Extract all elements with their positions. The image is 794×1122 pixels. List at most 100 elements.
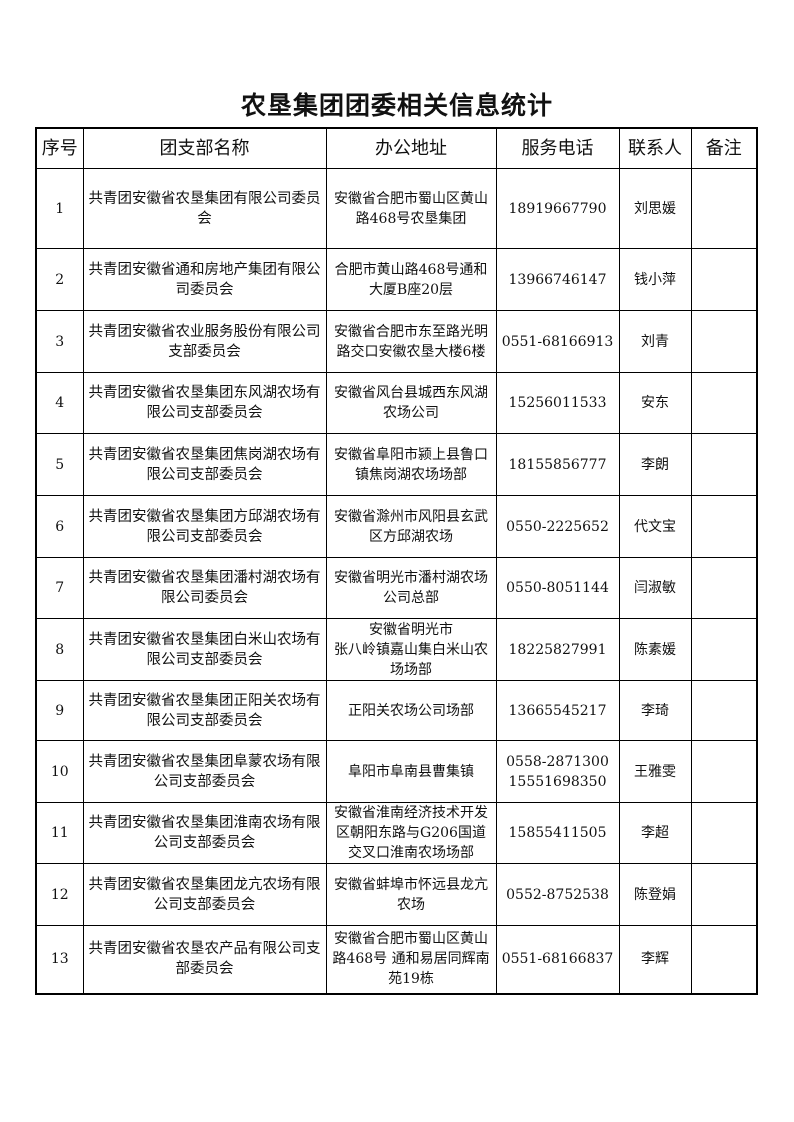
cell-address: 安徽省淮南经济技术开发区朝阳东路与G206国道交叉口淮南农场场部 — [325, 802, 497, 864]
header-contact: 联系人 — [618, 127, 692, 169]
cell-no: 2 — [35, 248, 84, 311]
cell-contact: 刘青 — [618, 310, 692, 373]
cell-contact: 陈登娟 — [618, 863, 692, 926]
header-no: 序号 — [35, 127, 84, 169]
table-row: 13 共青团安徽省农垦农产品有限公司支部委员会 安徽省合肥市蜀山区黄山路468号 通… — [35, 925, 758, 994]
cell-phone: 13665545217 — [495, 680, 620, 741]
cell-note — [690, 248, 758, 311]
cell-contact: 刘思媛 — [618, 168, 692, 249]
cell-no: 11 — [35, 802, 84, 864]
cell-no: 13 — [35, 925, 84, 994]
table-row: 7 共青团安徽省农垦集团潘村湖农场有限公司委员会 安徽省明光市潘村湖农场公司总部 05… — [35, 557, 758, 619]
table-row: 1 共青团安徽省农垦集团有限公司委员会 安徽省合肥市蜀山区黄山路468号农垦集团 18… — [35, 168, 758, 249]
cell-address: 安徽省滁州市风阳县玄武区方邱湖农场 — [325, 495, 497, 558]
table-row: 11 共青团安徽省农垦集团淮南农场有限公司支部委员会 安徽省淮南经济技术开发区朝阳东… — [35, 802, 758, 864]
cell-note — [690, 372, 758, 434]
cell-name: 共青团安徽省农垦农产品有限公司支部委员会 — [82, 925, 327, 994]
cell-phone: 18225827991 — [495, 618, 620, 681]
table-row: 12 共青团安徽省农垦集团龙亢农场有限公司支部委员会 安徽省蚌埠市怀远县龙亢农场 05… — [35, 863, 758, 926]
cell-name: 共青团安徽省农垦集团有限公司委员会 — [82, 168, 327, 249]
cell-contact: 李辉 — [618, 925, 692, 994]
cell-no: 6 — [35, 495, 84, 558]
table-row: 10 共青团安徽省农垦集团阜蒙农场有限公司支部委员会 阜阳市阜南县曹集镇 0558-2… — [35, 740, 758, 803]
cell-no: 9 — [35, 680, 84, 741]
cell-address: 安徽省明光市潘村湖农场公司总部 — [325, 557, 497, 619]
cell-note — [690, 740, 758, 803]
cell-no: 8 — [35, 618, 84, 681]
cell-address: 安徽省阜阳市颍上县鲁口镇焦岗湖农场场部 — [325, 433, 497, 496]
cell-name: 共青团安徽省农业服务股份有限公司支部委员会 — [82, 310, 327, 373]
cell-contact: 王雅雯 — [618, 740, 692, 803]
cell-name: 共青团安徽省农垦集团焦岗湖农场有限公司支部委员会 — [82, 433, 327, 496]
cell-phone: 0551-68166837 — [495, 925, 620, 994]
cell-name: 共青团安徽省农垦集团东风湖农场有限公司支部委员会 — [82, 372, 327, 434]
cell-note — [690, 495, 758, 558]
table-row: 5 共青团安徽省农垦集团焦岗湖农场有限公司支部委员会 安徽省阜阳市颍上县鲁口镇焦岗湖… — [35, 433, 758, 496]
cell-no: 1 — [35, 168, 84, 249]
table-row: 2 共青团安徽省通和房地产集团有限公司委员会 合肥市黄山路468号通和大厦B座20层… — [35, 248, 758, 311]
cell-phone: 0558-2871300 15551698350 — [495, 740, 620, 803]
cell-name: 共青团安徽省通和房地产集团有限公司委员会 — [82, 248, 327, 311]
header-note: 备注 — [690, 127, 758, 169]
cell-address: 合肥市黄山路468号通和大厦B座20层 — [325, 248, 497, 311]
cell-contact: 李朗 — [618, 433, 692, 496]
cell-no: 10 — [35, 740, 84, 803]
cell-name: 共青团安徽省农垦集团潘村湖农场有限公司委员会 — [82, 557, 327, 619]
cell-note — [690, 310, 758, 373]
cell-no: 7 — [35, 557, 84, 619]
cell-phone: 18919667790 — [495, 168, 620, 249]
cell-name: 共青团安徽省农垦集团阜蒙农场有限公司支部委员会 — [82, 740, 327, 803]
cell-name: 共青团安徽省农垦集团淮南农场有限公司支部委员会 — [82, 802, 327, 864]
table-row: 6 共青团安徽省农垦集团方邱湖农场有限公司支部委员会 安徽省滁州市风阳县玄武区方邱湖… — [35, 495, 758, 558]
cell-contact: 陈素媛 — [618, 618, 692, 681]
cell-address: 安徽省合肥市蜀山区黄山路468号农垦集团 — [325, 168, 497, 249]
cell-phone: 0551-68166913 — [495, 310, 620, 373]
cell-note — [690, 680, 758, 741]
cell-phone: 0550-2225652 — [495, 495, 620, 558]
cell-no: 5 — [35, 433, 84, 496]
cell-contact: 李超 — [618, 802, 692, 864]
cell-address: 安徽省蚌埠市怀远县龙亢农场 — [325, 863, 497, 926]
cell-contact: 代文宝 — [618, 495, 692, 558]
cell-phone: 0552-8752538 — [495, 863, 620, 926]
cell-name: 共青团安徽省农垦集团龙亢农场有限公司支部委员会 — [82, 863, 327, 926]
cell-contact: 李琦 — [618, 680, 692, 741]
cell-contact: 闫淑敏 — [618, 557, 692, 619]
table-row: 9 共青团安徽省农垦集团正阳关农场有限公司支部委员会 正阳关农场公司场部 136655… — [35, 680, 758, 741]
cell-no: 4 — [35, 372, 84, 434]
cell-name: 共青团安徽省农垦集团正阳关农场有限公司支部委员会 — [82, 680, 327, 741]
cell-note — [690, 863, 758, 926]
cell-address: 安徽省风台县城西东风湖农场公司 — [325, 372, 497, 434]
table-row: 8 共青团安徽省农垦集团白米山农场有限公司支部委员会 安徽省明光市 张八岭镇嘉山集白… — [35, 618, 758, 681]
cell-no: 12 — [35, 863, 84, 926]
header-row: 序号 团支部名称 办公地址 服务电话 联系人 备注 — [35, 127, 758, 169]
cell-note — [690, 618, 758, 681]
cell-name: 共青团安徽省农垦集团白米山农场有限公司支部委员会 — [82, 618, 327, 681]
cell-no: 3 — [35, 310, 84, 373]
cell-address: 安徽省明光市 张八岭镇嘉山集白米山农场场部 — [325, 618, 497, 681]
info-table: 序号 团支部名称 办公地址 服务电话 联系人 备注 1 共青团安徽省农垦集团有限公… — [35, 127, 758, 995]
cell-address: 安徽省合肥市东至路光明路交口安徽农垦大楼6楼 — [325, 310, 497, 373]
cell-phone: 15855411505 — [495, 802, 620, 864]
cell-note — [690, 433, 758, 496]
table-row: 4 共青团安徽省农垦集团东风湖农场有限公司支部委员会 安徽省风台县城西东风湖农场公司… — [35, 372, 758, 434]
cell-address: 正阳关农场公司场部 — [325, 680, 497, 741]
cell-note — [690, 802, 758, 864]
cell-phone: 0550-8051144 — [495, 557, 620, 619]
cell-note — [690, 168, 758, 249]
header-phone: 服务电话 — [495, 127, 620, 169]
cell-address: 安徽省合肥市蜀山区黄山路468号 通和易居同辉南苑19栋 — [325, 925, 497, 994]
cell-phone: 13966746147 — [495, 248, 620, 311]
header-address: 办公地址 — [325, 127, 497, 169]
cell-phone: 18155856777 — [495, 433, 620, 496]
page-title: 农垦集团团委相关信息统计 — [240, 91, 553, 120]
header-name: 团支部名称 — [82, 127, 327, 169]
cell-contact: 安东 — [618, 372, 692, 434]
cell-note — [690, 925, 758, 994]
cell-name: 共青团安徽省农垦集团方邱湖农场有限公司支部委员会 — [82, 495, 327, 558]
cell-contact: 钱小萍 — [618, 248, 692, 311]
cell-phone: 15256011533 — [495, 372, 620, 434]
table-row: 3 共青团安徽省农业服务股份有限公司支部委员会 安徽省合肥市东至路光明路交口安徽农垦… — [35, 310, 758, 373]
cell-note — [690, 557, 758, 619]
cell-address: 阜阳市阜南县曹集镇 — [325, 740, 497, 803]
